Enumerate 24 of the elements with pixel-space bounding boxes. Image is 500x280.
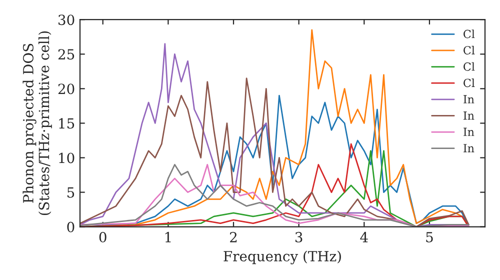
y-tick-label: 10 xyxy=(59,152,74,164)
legend-label: In xyxy=(464,95,474,104)
legend-label: Cl xyxy=(464,62,475,71)
y-axis-title: Phonon projected DOS (States/THz·primitive cell) xyxy=(22,31,52,216)
y-tick-label: 5 xyxy=(67,187,74,198)
legend-label: Cl xyxy=(464,30,475,38)
y-tick-label: 25 xyxy=(58,49,74,60)
x-tick-label: 1 xyxy=(165,232,171,242)
legend-label: In xyxy=(464,128,474,136)
legend-label: Cl xyxy=(464,78,475,88)
y-tick-label: 0 xyxy=(67,222,74,232)
x-tick-label: 3 xyxy=(295,232,302,242)
x-tick-label: 2 xyxy=(230,232,237,242)
x-axis-title: Frequency (THz) xyxy=(224,250,341,264)
y-tick-label: 20 xyxy=(58,84,74,94)
x-tick-label: 0 xyxy=(99,232,106,242)
y-tick-label: 15 xyxy=(59,118,74,129)
x-tick-label: 5 xyxy=(426,232,433,242)
legend-label: Cl xyxy=(464,46,475,55)
legend-label: In xyxy=(464,111,474,120)
y-tick-label: 30 xyxy=(58,14,74,26)
x-tick-label: 4 xyxy=(360,232,368,242)
legend-label: In xyxy=(464,144,474,152)
line-series xyxy=(80,164,470,227)
